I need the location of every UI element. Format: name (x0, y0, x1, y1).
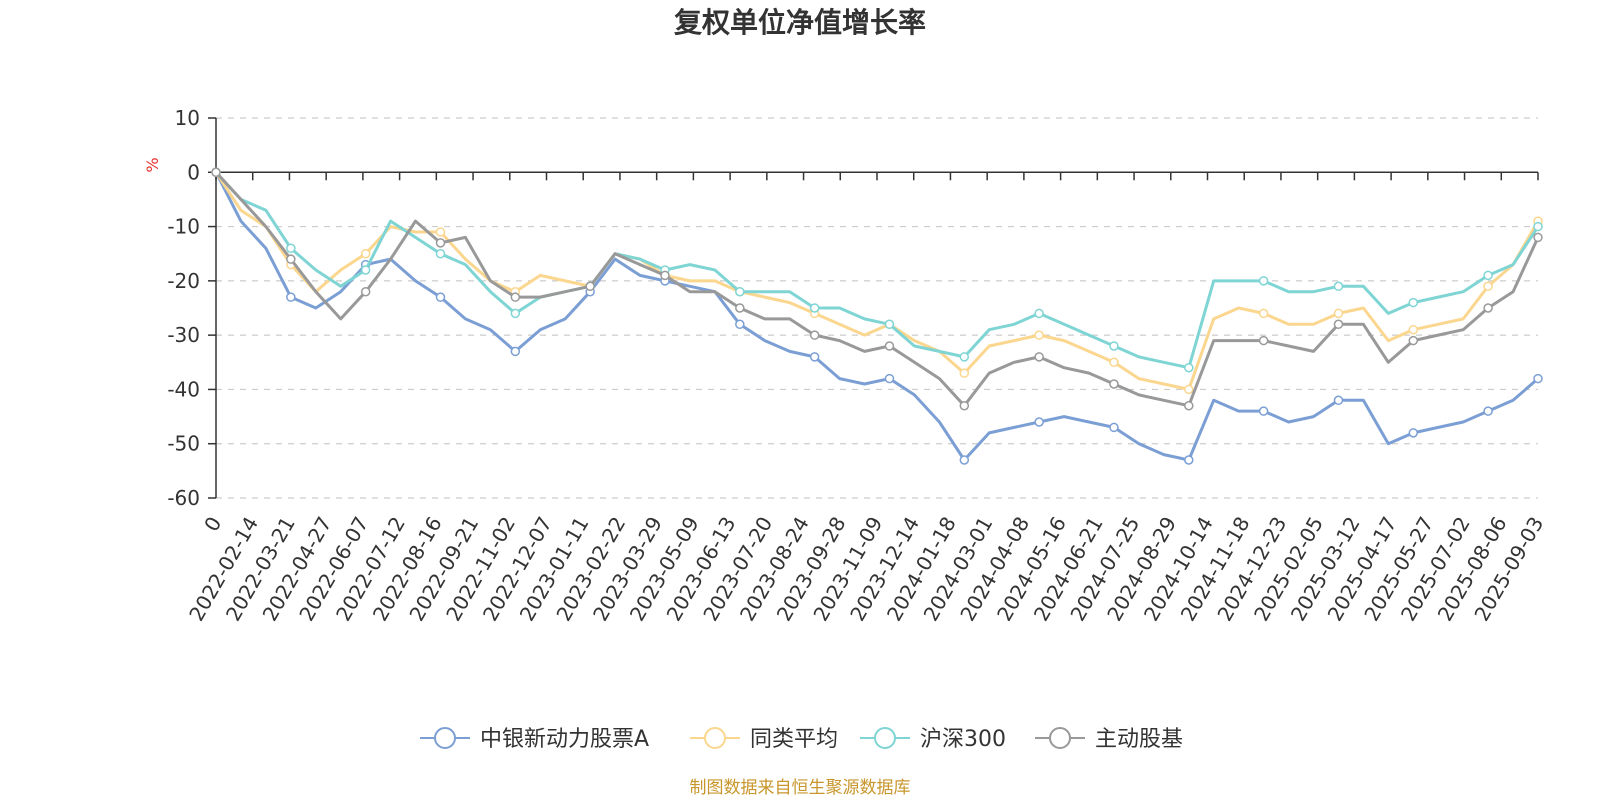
series-point (360, 265, 371, 275)
series-2 (211, 167, 1543, 373)
series-point (360, 286, 371, 297)
series-point (510, 346, 521, 357)
series-point (435, 248, 446, 259)
legend[interactable]: 中银新动力股票A 同类平均 沪深300 主动股基 (420, 727, 1183, 752)
series-point (1408, 428, 1419, 438)
legend-marker-icon (434, 727, 456, 749)
series-point (884, 341, 895, 351)
series-lines (211, 167, 1543, 465)
source-note: 制图数据来自恒生聚源数据库 (690, 778, 911, 798)
series-point (510, 308, 521, 319)
series-point (1483, 281, 1493, 292)
y-unit-label: % (143, 157, 162, 172)
series-point (1184, 362, 1194, 373)
y-tick-label: -40 (167, 377, 200, 401)
series-line (214, 171, 1540, 408)
grid-lines (216, 117, 1538, 499)
legend-item[interactable]: 中银新动力股票A (420, 727, 649, 752)
series-point (1034, 308, 1044, 319)
x-tick-label: 0 (199, 513, 226, 536)
legend-item[interactable]: 沪深300 (860, 727, 1006, 752)
series-point (959, 352, 970, 362)
series-point (510, 292, 521, 302)
series-point (959, 455, 970, 465)
series-point (1533, 373, 1543, 384)
legend-label: 中银新动力股票A (480, 727, 649, 752)
series-point (1483, 406, 1493, 416)
series-point (1333, 395, 1344, 406)
series-point (211, 167, 221, 178)
series-point (959, 368, 970, 378)
legend-label: 主动股基 (1095, 727, 1183, 752)
chart-title: 复权单位净值增长率 (674, 6, 926, 39)
series-point (1533, 232, 1543, 243)
series-line (214, 171, 1540, 370)
legend-item[interactable]: 同类平均 (690, 727, 838, 752)
series-point (1109, 379, 1119, 389)
series-point (1184, 455, 1194, 465)
series-3 (211, 167, 1543, 411)
series-point (809, 303, 820, 313)
series-point (1333, 308, 1344, 319)
series-point (1333, 319, 1344, 330)
legend-label: 沪深300 (920, 727, 1006, 752)
series-point (884, 373, 895, 384)
series-point (286, 254, 296, 264)
series-point (660, 270, 670, 281)
series-point (1109, 422, 1119, 433)
series-point (1258, 335, 1269, 346)
series-point (585, 281, 595, 292)
y-tick-label: -30 (167, 323, 200, 347)
series-point (286, 292, 296, 302)
series-point (1258, 406, 1269, 416)
legend-marker-icon (704, 727, 726, 749)
legend-marker-icon (874, 727, 896, 749)
series-point (959, 400, 970, 411)
series-point (884, 319, 895, 330)
series-point (809, 330, 820, 340)
series-line (214, 171, 1539, 462)
series-point (1034, 352, 1044, 362)
series-point (1258, 276, 1269, 286)
legend-item[interactable]: 主动股基 (1035, 727, 1183, 752)
series-point (1258, 308, 1269, 319)
series-point (735, 319, 745, 330)
series-point (1109, 341, 1119, 351)
series-point (1184, 384, 1194, 395)
series-point (1408, 324, 1419, 335)
series-0 (211, 167, 1543, 465)
series-point (435, 238, 446, 248)
series-point (1483, 270, 1493, 281)
y-tick-label: -20 (167, 269, 200, 293)
series-point (1333, 281, 1344, 292)
y-tick-label: -10 (167, 215, 200, 239)
series-point (435, 227, 446, 237)
y-tick-label: 10 (175, 106, 200, 130)
series-point (435, 292, 446, 302)
series-point (1408, 297, 1419, 308)
series-point (1034, 417, 1044, 427)
series-point (735, 303, 745, 313)
legend-label: 同类平均 (750, 727, 838, 752)
series-point (809, 352, 820, 362)
axes: 100-10-20-30-40-50-60%02022-02-142022-03… (143, 106, 1548, 625)
series-point (1408, 335, 1419, 346)
series-point (360, 248, 371, 259)
series-point (286, 243, 296, 254)
y-tick-label: -50 (167, 432, 200, 456)
y-tick-label: -60 (167, 486, 200, 510)
series-point (1533, 221, 1543, 232)
series-point (1109, 357, 1119, 368)
series-point (1184, 400, 1194, 411)
series-point (735, 286, 745, 297)
series-point (1034, 330, 1044, 340)
y-tick-label: 0 (187, 160, 200, 184)
series-point (1483, 303, 1493, 313)
legend-marker-icon (1049, 727, 1071, 749)
